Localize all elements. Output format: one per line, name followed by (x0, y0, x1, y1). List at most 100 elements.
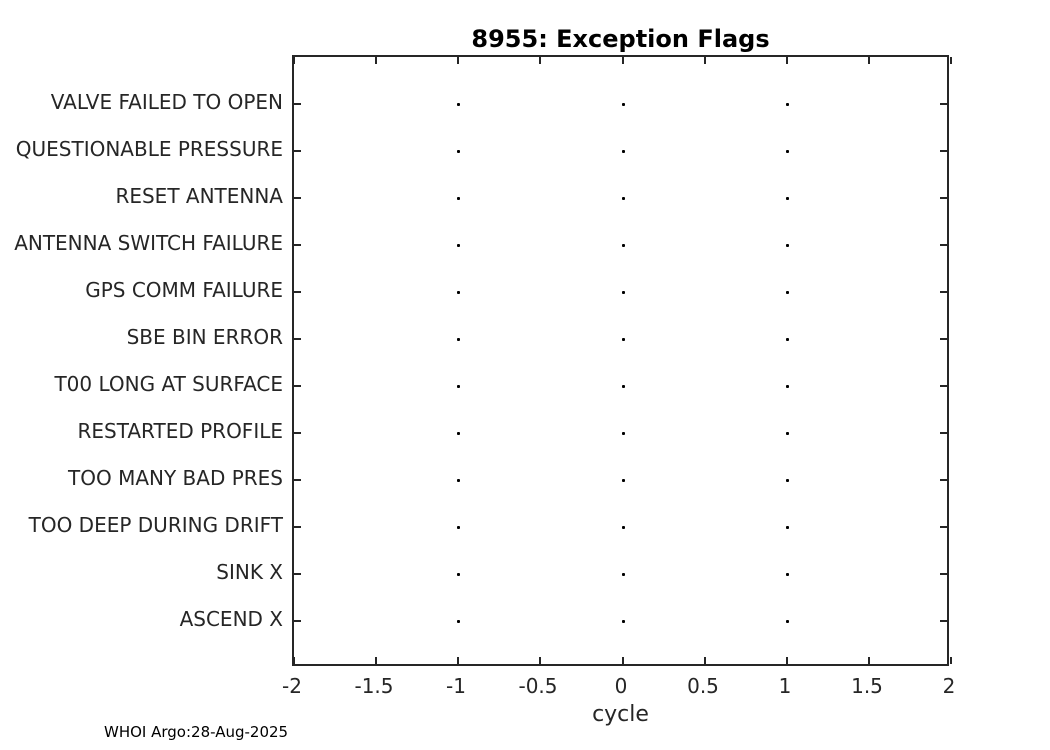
x-tick-label: -0.5 (518, 674, 558, 698)
data-point-dot (622, 291, 625, 294)
y-tick-mark-right (940, 526, 947, 528)
y-tick-mark (294, 479, 301, 481)
x-tick-label: 0 (614, 674, 628, 698)
data-point-dot (457, 291, 460, 294)
y-tick-mark-right (940, 338, 947, 340)
data-point-dot (622, 385, 625, 388)
y-tick-label: RESTARTED PROFILE (77, 419, 283, 443)
y-tick-mark (294, 150, 301, 152)
y-tick-mark (294, 103, 301, 105)
data-point-dot (457, 479, 460, 482)
y-tick-mark-right (940, 103, 947, 105)
y-tick-mark-right (940, 385, 947, 387)
data-point-dot (622, 432, 625, 435)
y-tick-mark (294, 573, 301, 575)
data-point-dot (786, 526, 789, 529)
data-point-dot (622, 197, 625, 200)
data-point-dot (786, 620, 789, 623)
x-tick-mark-top (293, 57, 295, 64)
data-point-dot (786, 432, 789, 435)
x-tick-label: 0.5 (687, 674, 719, 698)
y-tick-label: VALVE FAILED TO OPEN (50, 90, 283, 114)
x-tick-mark-top (622, 57, 624, 64)
y-tick-label: T00 LONG AT SURFACE (54, 372, 283, 396)
y-tick-mark (294, 526, 301, 528)
x-tick-label: 2 (942, 674, 956, 698)
x-tick-mark (786, 657, 788, 664)
y-tick-mark (294, 432, 301, 434)
x-tick-mark-top (704, 57, 706, 64)
data-point-dot (622, 338, 625, 341)
chart-title: 8955: Exception Flags (471, 25, 770, 53)
data-point-dot (786, 197, 789, 200)
data-point-dot (457, 103, 460, 106)
data-point-dot (622, 620, 625, 623)
x-tick-mark-top (375, 57, 377, 64)
y-tick-mark-right (940, 197, 947, 199)
data-point-dot (457, 338, 460, 341)
data-point-dot (457, 526, 460, 529)
data-point-dot (457, 620, 460, 623)
data-point-dot (622, 573, 625, 576)
x-tick-mark-top (950, 57, 952, 64)
data-point-dot (622, 244, 625, 247)
x-tick-mark-top (539, 57, 541, 64)
data-point-dot (786, 150, 789, 153)
data-point-dot (457, 197, 460, 200)
y-tick-mark-right (940, 432, 947, 434)
y-tick-mark-right (940, 291, 947, 293)
x-tick-label: -1 (446, 674, 466, 698)
x-axis-label: cycle (592, 702, 649, 727)
x-tick-label: 1 (778, 674, 792, 698)
x-tick-mark (704, 657, 706, 664)
y-tick-label: SBE BIN ERROR (126, 325, 283, 349)
data-point-dot (786, 291, 789, 294)
plot-area (292, 55, 952, 666)
x-tick-mark (539, 657, 541, 664)
x-tick-mark (950, 657, 952, 664)
data-point-dot (457, 150, 460, 153)
data-point-dot (457, 432, 460, 435)
data-point-dot (786, 385, 789, 388)
y-tick-mark-right (940, 620, 947, 622)
y-tick-label: ASCEND X (179, 607, 283, 631)
x-tick-label: -1.5 (354, 674, 394, 698)
x-tick-mark (457, 657, 459, 664)
x-tick-mark (375, 657, 377, 664)
data-point-dot (786, 338, 789, 341)
data-point-dot (457, 385, 460, 388)
y-tick-mark (294, 197, 301, 199)
y-tick-label: TOO DEEP DURING DRIFT (28, 513, 283, 537)
data-point-dot (622, 479, 625, 482)
footer-credit: WHOI Argo:28-Aug-2025 (104, 723, 289, 741)
data-point-dot (457, 573, 460, 576)
y-tick-mark (294, 620, 301, 622)
y-tick-label: SINK X (216, 560, 283, 584)
x-tick-mark (868, 657, 870, 664)
y-tick-mark-right (940, 244, 947, 246)
data-point-dot (786, 103, 789, 106)
x-tick-mark-top (457, 57, 459, 64)
y-tick-mark-right (940, 479, 947, 481)
x-tick-mark (293, 657, 295, 664)
y-tick-mark (294, 244, 301, 246)
x-tick-label: -2 (282, 674, 302, 698)
y-tick-label: GPS COMM FAILURE (85, 278, 283, 302)
y-tick-mark (294, 291, 301, 293)
y-tick-mark-right (940, 150, 947, 152)
y-tick-mark (294, 385, 301, 387)
data-point-dot (786, 479, 789, 482)
data-point-dot (786, 573, 789, 576)
x-tick-mark-top (868, 57, 870, 64)
data-point-dot (622, 103, 625, 106)
y-tick-mark (294, 338, 301, 340)
x-tick-mark-top (786, 57, 788, 64)
y-tick-mark-right (940, 573, 947, 575)
x-tick-label: 1.5 (851, 674, 883, 698)
data-point-dot (622, 150, 625, 153)
y-tick-label: ANTENNA SWITCH FAILURE (14, 231, 283, 255)
x-tick-mark (622, 657, 624, 664)
y-tick-label: TOO MANY BAD PRES (68, 466, 283, 490)
y-tick-label: QUESTIONABLE PRESSURE (15, 137, 283, 161)
